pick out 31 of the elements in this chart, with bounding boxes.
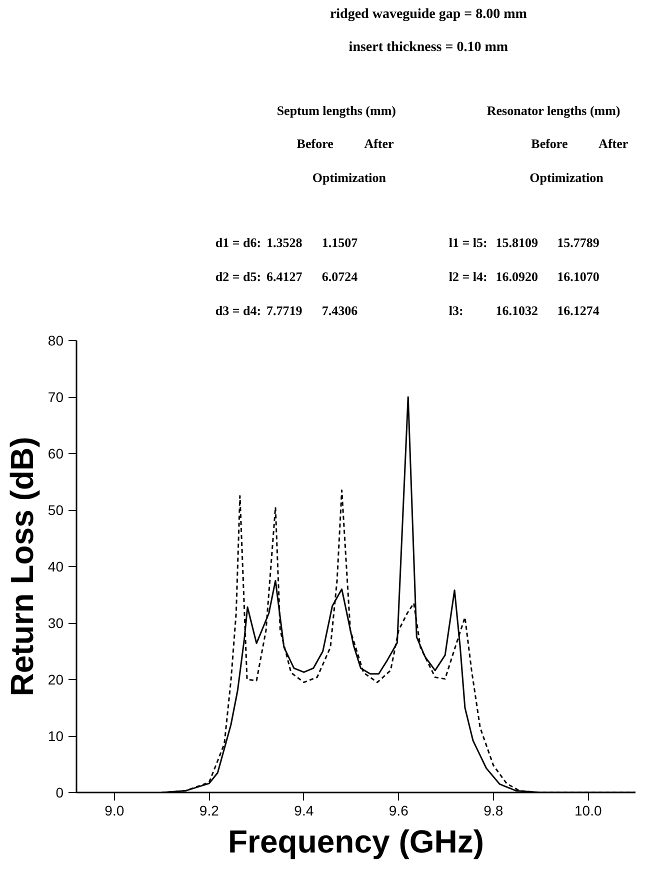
text: Before After	[296, 136, 394, 151]
y-tick-label: 10	[48, 728, 64, 744]
y-tick-label: 20	[48, 672, 64, 688]
y-tick-label: 30	[48, 615, 64, 631]
x-tick-label: 10.0	[574, 802, 602, 818]
text: Septum lengths (mm)	[276, 103, 396, 118]
text: l2 = l4: 16.0920 16.1070	[448, 269, 600, 284]
text: Resonator lengths (mm)	[486, 103, 620, 118]
y-tick-label: 60	[48, 446, 64, 462]
text: Optimization	[312, 170, 387, 185]
chart-title: ridged waveguide gap = 8.00 mm	[330, 7, 528, 22]
x-tick-label: 9.4	[294, 802, 314, 818]
y-tick-label: 0	[56, 784, 64, 800]
text: d1 = d6: 1.3528 1.1507	[215, 235, 358, 250]
y-tick-label: 70	[48, 389, 64, 405]
text: d3 = d4: 7.7719 7.4306	[215, 303, 358, 318]
text: l3: 16.1032 16.1274	[448, 303, 600, 318]
x-tick-label: 9.2	[199, 802, 220, 818]
y-axis-title: Return Loss (dB)	[4, 436, 40, 696]
text: d2 = d5: 6.4127 6.0724	[215, 269, 358, 284]
chart-subtitle: insert thickness = 0.10 mm	[348, 40, 508, 55]
x-tick-label: 9.8	[484, 802, 504, 818]
x-axis-title: Frequency (GHz)	[228, 824, 484, 860]
text: Optimization	[530, 170, 604, 185]
x-tick-label: 9.0	[104, 802, 124, 818]
x-tick-label: 9.6	[388, 802, 409, 818]
y-tick-label: 40	[48, 558, 64, 574]
text: Before After	[531, 136, 628, 151]
text: l1 = l5: 15.8109 15.7789	[448, 235, 600, 250]
y-tick-label: 80	[48, 332, 64, 348]
y-tick-label: 50	[48, 502, 64, 518]
